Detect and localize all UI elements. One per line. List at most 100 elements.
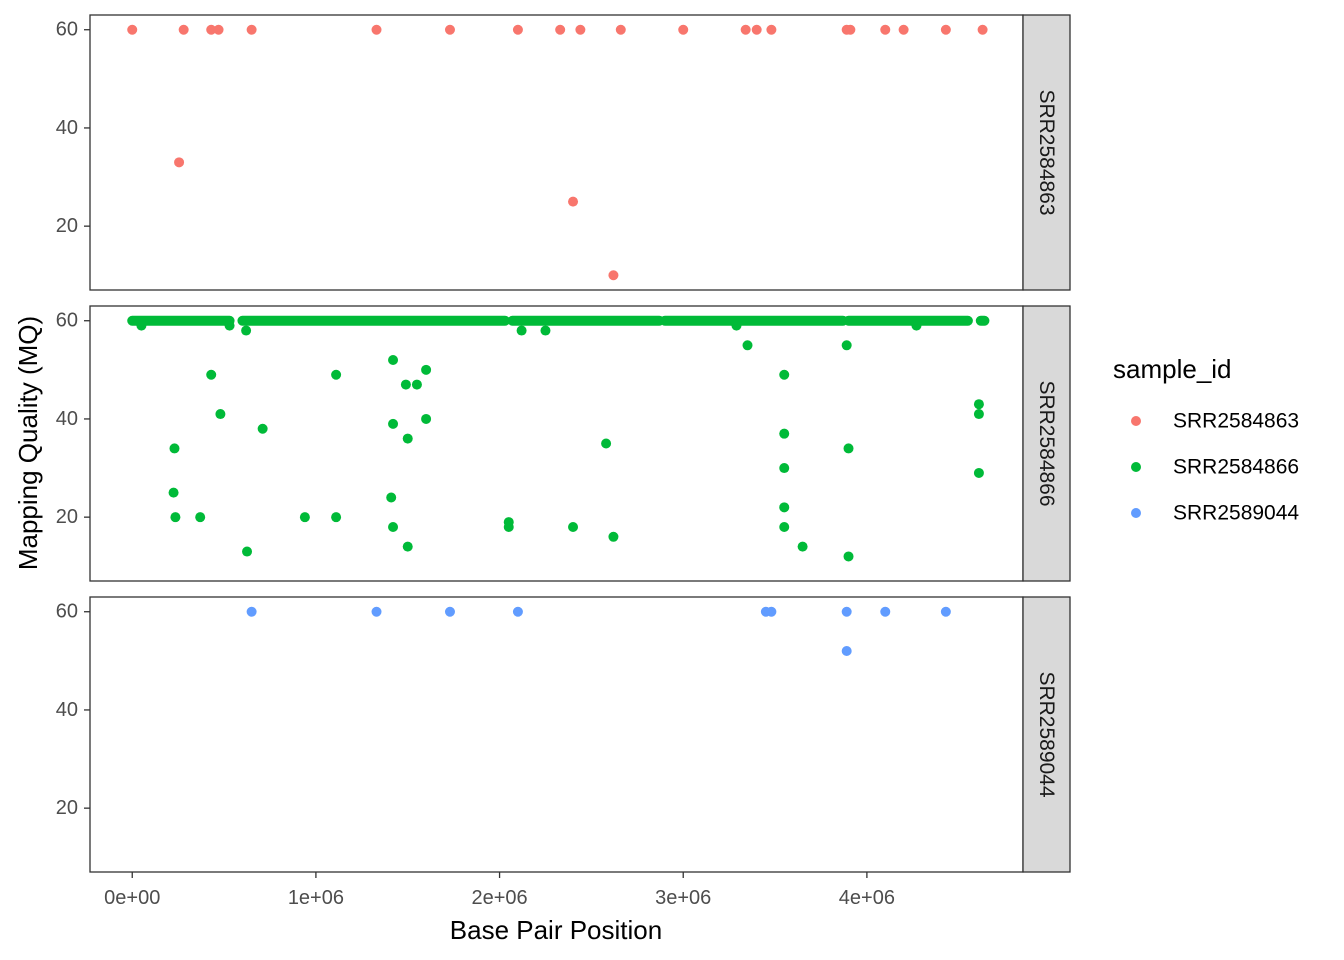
data-point bbox=[127, 24, 138, 35]
y-tick-label: 20 bbox=[56, 215, 78, 237]
x-tick-label: 0e+00 bbox=[104, 887, 160, 909]
data-point bbox=[731, 320, 742, 331]
data-point bbox=[400, 379, 411, 390]
data-point bbox=[512, 24, 523, 35]
data-point bbox=[388, 521, 399, 532]
data-point bbox=[241, 325, 252, 336]
data-point bbox=[779, 502, 790, 513]
x-axis-title: Base Pair Position bbox=[450, 915, 662, 945]
data-point bbox=[740, 24, 751, 35]
data-point bbox=[224, 320, 235, 331]
facet-strip bbox=[1022, 305, 1071, 582]
facet-panel: SRR2584863 20 40 60 bbox=[56, 14, 1071, 291]
data-point bbox=[779, 369, 790, 380]
data-point bbox=[940, 606, 951, 617]
data-point bbox=[845, 24, 856, 35]
data-point bbox=[678, 24, 689, 35]
legend-label: SRR2584866 bbox=[1173, 456, 1299, 479]
data-point bbox=[388, 418, 399, 429]
legend-entries: SRR2584863 SRR2584866 SRR2589044 bbox=[1131, 410, 1299, 525]
data-point bbox=[601, 438, 612, 449]
panels: SRR2584863204060SRR2584866204060SRR25890… bbox=[56, 14, 1071, 873]
facet-strip-label: SRR2589044 bbox=[1035, 671, 1058, 797]
panel-border bbox=[89, 14, 1024, 291]
data-point bbox=[779, 463, 790, 474]
data-point bbox=[331, 369, 342, 380]
x-tick-label: 4e+06 bbox=[839, 887, 895, 909]
data-point bbox=[213, 24, 224, 35]
legend-title: sample_id bbox=[1113, 354, 1232, 384]
legend-key bbox=[1131, 508, 1141, 518]
y-tick-label: 60 bbox=[56, 601, 78, 623]
x-tick-label: 3e+06 bbox=[655, 887, 711, 909]
data-point bbox=[299, 512, 310, 523]
data-point bbox=[973, 467, 984, 478]
data-point bbox=[608, 270, 619, 281]
y-tick-label: 60 bbox=[56, 19, 78, 41]
data-point bbox=[421, 364, 432, 375]
data-point bbox=[940, 24, 951, 35]
data-point bbox=[195, 512, 206, 523]
legend-key bbox=[1131, 462, 1141, 472]
facet-strip bbox=[1022, 596, 1071, 873]
data-point bbox=[386, 492, 397, 503]
data-point bbox=[444, 606, 455, 617]
data-point bbox=[841, 340, 852, 351]
data-point bbox=[751, 24, 762, 35]
facet-panel: SRR2589044 20 40 60 bbox=[56, 596, 1071, 873]
facet-strip-label: SRR2584863 bbox=[1035, 89, 1058, 215]
y-axis-title: Mapping Quality (MQ) bbox=[13, 316, 43, 570]
panel-border bbox=[89, 305, 1024, 582]
data-point bbox=[898, 24, 909, 35]
data-point bbox=[568, 521, 579, 532]
data-point bbox=[555, 24, 566, 35]
facet-strip bbox=[1022, 14, 1071, 291]
y-tick-label: 20 bbox=[56, 797, 78, 819]
data-point bbox=[371, 606, 382, 617]
data-point bbox=[615, 24, 626, 35]
data-point bbox=[242, 546, 253, 557]
data-point bbox=[880, 606, 891, 617]
data-point bbox=[843, 551, 854, 562]
data-point bbox=[973, 409, 984, 420]
data-point bbox=[540, 325, 551, 336]
data-point bbox=[977, 24, 988, 35]
data-point bbox=[331, 512, 342, 523]
data-point bbox=[608, 531, 619, 542]
panel-border bbox=[89, 596, 1024, 873]
data-point bbox=[880, 24, 891, 35]
x-tick-label: 1e+06 bbox=[288, 887, 344, 909]
data-point bbox=[257, 423, 268, 434]
data-point bbox=[169, 443, 180, 454]
legend-label: SRR2584863 bbox=[1173, 410, 1299, 433]
data-point bbox=[246, 24, 257, 35]
data-point bbox=[168, 487, 179, 498]
data-point bbox=[766, 24, 777, 35]
data-point bbox=[841, 606, 852, 617]
data-point bbox=[170, 512, 181, 523]
data-point bbox=[444, 24, 455, 35]
data-point bbox=[136, 320, 147, 331]
data-point bbox=[841, 646, 852, 657]
facet-strip-label: SRR2584866 bbox=[1035, 380, 1058, 506]
data-point bbox=[797, 541, 808, 552]
data-point bbox=[973, 399, 984, 410]
data-point bbox=[503, 521, 514, 532]
data-point bbox=[568, 196, 579, 207]
data-point bbox=[742, 340, 753, 351]
data-point bbox=[516, 325, 527, 336]
y-tick-label: 40 bbox=[56, 408, 78, 430]
data-point bbox=[411, 379, 422, 390]
data-point bbox=[779, 521, 790, 532]
legend: sample_id SRR2584863 SRR2584866 SRR2589044 bbox=[1113, 354, 1299, 525]
data-point bbox=[206, 24, 217, 35]
x-tick-label: 2e+06 bbox=[471, 887, 527, 909]
y-tick-label: 40 bbox=[56, 699, 78, 721]
data-point bbox=[575, 24, 586, 35]
x-axis: 0e+00 1e+06 2e+06 3e+06 4e+06 bbox=[104, 872, 895, 909]
y-tick-label: 40 bbox=[56, 117, 78, 139]
data-point bbox=[843, 443, 854, 454]
data-point bbox=[206, 369, 217, 380]
data-point bbox=[246, 606, 257, 617]
